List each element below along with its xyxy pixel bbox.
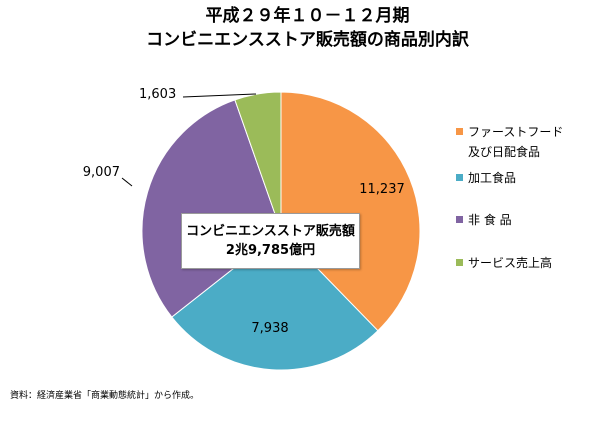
legend-item-fast-food: ファーストフード 及び日配食品 bbox=[456, 122, 564, 162]
legend-label: 非 食 品 bbox=[468, 213, 512, 227]
chart-subtitle: コンビニエンスストア販売額の商品別内訳 bbox=[146, 30, 469, 50]
legend-item-non-food: 非 食 品 bbox=[456, 210, 512, 230]
chart-title: 平成２９年１０－１２月期 bbox=[205, 6, 410, 26]
legend-label: 加工食品 bbox=[468, 171, 517, 185]
data-label: 1,603 bbox=[139, 87, 176, 102]
legend-label: 及び日配食品 bbox=[468, 145, 541, 159]
legend-swatch bbox=[456, 128, 463, 135]
pie-slice bbox=[141, 99, 282, 318]
legend-swatch bbox=[456, 259, 463, 266]
leader-line bbox=[121, 177, 133, 187]
pie-slice bbox=[234, 91, 282, 232]
data-label: 7,938 bbox=[251, 321, 288, 336]
legend-label: サービス売上高 bbox=[468, 256, 553, 270]
leader-line bbox=[182, 93, 257, 98]
legend-swatch bbox=[456, 174, 463, 181]
total-sales-value: 2兆9,785億円 bbox=[225, 243, 316, 258]
data-label: 11,237 bbox=[359, 182, 405, 197]
total-sales-label: コンビニエンスストア販売額 bbox=[186, 224, 355, 239]
total-sales-box: コンビニエンスストア販売額 2兆9,785億円 bbox=[181, 213, 360, 269]
legend-item-processed-food: 加工食品 bbox=[456, 168, 517, 188]
legend-swatch bbox=[456, 216, 463, 223]
data-label: 9,007 bbox=[83, 165, 120, 180]
legend-item-service: サービス売上高 bbox=[456, 253, 553, 273]
pie-slice bbox=[280, 91, 421, 332]
legend-label: ファーストフード bbox=[468, 125, 564, 139]
pie-slice bbox=[171, 230, 379, 371]
source-note: 資料：経済産業省「商業動態統計」から作成。 bbox=[10, 391, 200, 401]
